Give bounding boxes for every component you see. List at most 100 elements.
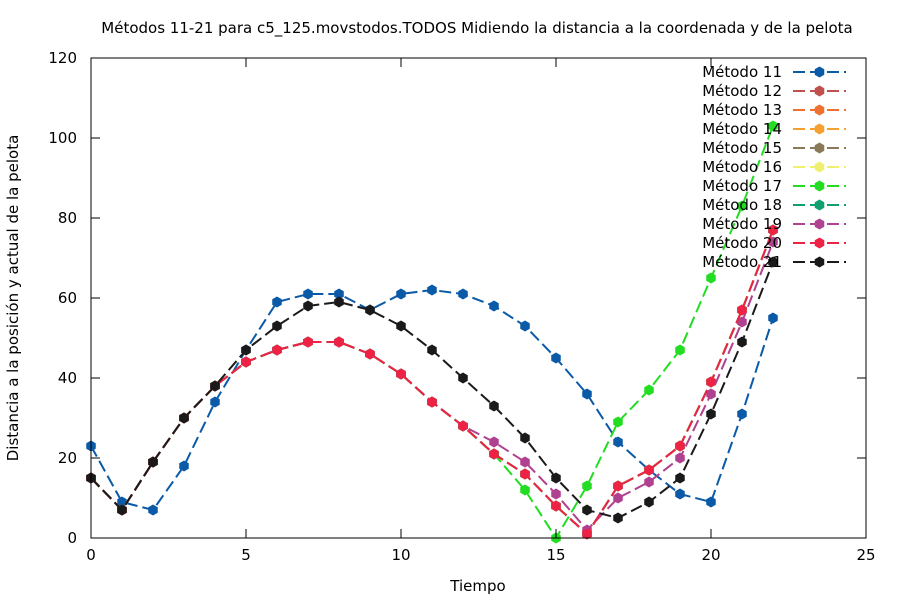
data-point: [551, 500, 561, 512]
data-point: [737, 200, 747, 212]
x-tick-label: 0: [86, 546, 96, 564]
y-tick-label: 100: [48, 129, 77, 147]
data-point: [489, 400, 499, 412]
data-point: [551, 488, 561, 500]
data-point: [582, 480, 592, 492]
data-point: [737, 336, 747, 348]
data-point: [613, 436, 623, 448]
data-point: [241, 356, 251, 368]
data-point: [706, 272, 716, 284]
axes: 0 5 10 15 20 25 0 20 40 60 80 100 120: [48, 49, 875, 564]
data-point: [613, 416, 623, 428]
legend-label: Método 16: [702, 158, 782, 176]
data-point: [303, 300, 313, 312]
data-point: [706, 408, 716, 420]
data-point: [768, 120, 778, 132]
y-tick-label: 20: [58, 449, 77, 467]
data-point: [768, 312, 778, 324]
data-point: [396, 288, 406, 300]
legend-item: Método 17: [702, 177, 846, 195]
plot-area: [86, 120, 778, 544]
legend-label: Método 11: [702, 63, 782, 81]
data-point: [179, 460, 189, 472]
legend-label: Método 12: [702, 82, 782, 100]
data-point: [520, 468, 530, 480]
data-point: [644, 384, 654, 396]
legend-label: Método 20: [702, 234, 782, 252]
y-tick-label: 60: [58, 289, 77, 307]
series-20: [86, 224, 778, 540]
data-point: [117, 496, 127, 508]
legend-item: Método 19: [702, 215, 846, 233]
data-point: [768, 236, 778, 248]
data-point: [458, 288, 468, 300]
legend-item: Método 21: [702, 253, 846, 271]
data-point: [520, 432, 530, 444]
data-point: [675, 488, 685, 500]
data-point: [303, 336, 313, 348]
data-point: [396, 320, 406, 332]
data-point: [365, 304, 375, 316]
data-point: [272, 320, 282, 332]
legend-item: Método 12: [702, 82, 846, 100]
data-point: [520, 484, 530, 496]
data-point: [613, 480, 623, 492]
x-tick-label: 20: [701, 546, 720, 564]
data-point: [706, 496, 716, 508]
y-axis-label: Distancia a la posición y actual de la p…: [4, 135, 22, 462]
legend-label: Método 13: [702, 101, 782, 119]
legend-swatch-marker: [814, 104, 825, 116]
data-point: [675, 440, 685, 452]
legend-item: Método 20: [702, 234, 846, 252]
data-point: [241, 344, 251, 356]
legend-label: Método 14: [702, 120, 782, 138]
y-tick-label: 40: [58, 369, 77, 387]
data-point: [551, 472, 561, 484]
data-point: [148, 456, 158, 468]
data-point: [582, 388, 592, 400]
data-point: [737, 316, 747, 328]
data-point: [148, 504, 158, 516]
data-point: [427, 344, 437, 356]
data-point: [520, 320, 530, 332]
data-point: [210, 380, 220, 392]
data-point: [427, 396, 437, 408]
data-point: [117, 504, 127, 516]
y-tick-label: 80: [58, 209, 77, 227]
legend-label: Método 21: [702, 253, 782, 271]
legend-label: Método 18: [702, 196, 782, 214]
data-point: [737, 304, 747, 316]
data-point: [582, 528, 592, 540]
legend-swatch-marker: [814, 180, 825, 192]
data-point: [582, 504, 592, 516]
data-point: [489, 436, 499, 448]
data-point: [613, 492, 623, 504]
legend-swatch-marker: [814, 123, 825, 135]
data-point: [334, 296, 344, 308]
legend-swatch-marker: [814, 66, 825, 78]
legend-item: Método 15: [702, 139, 846, 157]
data-point: [272, 344, 282, 356]
legend-swatch-marker: [814, 199, 825, 211]
y-tick-label: 0: [67, 529, 77, 547]
x-tick-label: 15: [546, 546, 565, 564]
data-point: [644, 476, 654, 488]
legend-item: Método 16: [702, 158, 846, 176]
legend-swatch-marker: [814, 256, 825, 268]
data-point: [737, 408, 747, 420]
data-point: [520, 456, 530, 468]
chart-title: Métodos 11-21 para c5_125.movstodos.TODO…: [101, 19, 852, 38]
legend-swatch-marker: [814, 237, 825, 249]
legend-item: Método 18: [702, 196, 846, 214]
data-point: [179, 412, 189, 424]
data-point: [768, 224, 778, 236]
data-point: [365, 348, 375, 360]
data-point: [303, 288, 313, 300]
data-point: [613, 512, 623, 524]
legend-swatch-marker: [814, 85, 825, 97]
legend-item: Método 14: [702, 120, 846, 138]
data-point: [675, 452, 685, 464]
data-point: [334, 288, 344, 300]
